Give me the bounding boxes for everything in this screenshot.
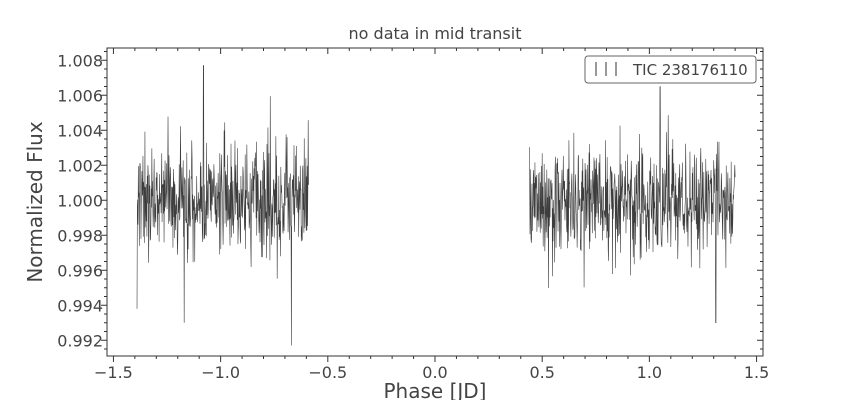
- x-tick-label: −1.0: [201, 363, 240, 382]
- series-layer: [136, 65, 736, 346]
- y-tick-label: 0.998: [57, 226, 103, 245]
- y-tick-label: 0.992: [57, 331, 103, 350]
- x-tick-label: 0.5: [529, 363, 554, 382]
- y-tick-label: 1.004: [57, 121, 103, 140]
- y-tick-label: 1.008: [57, 51, 103, 70]
- light-curve-segment: [529, 86, 736, 324]
- x-tick-label: −0.5: [308, 363, 347, 382]
- y-tick-label: 1.006: [57, 86, 103, 105]
- light-curve-segment: [136, 65, 309, 346]
- y-axis-title: Normalized Flux: [23, 121, 47, 283]
- x-tick-label: −1.5: [94, 363, 133, 382]
- x-axis: −1.5 −1.0 −0.5 0.0 0.5 1.0 1.5: [94, 48, 769, 382]
- x-axis-title: Phase [JD]: [384, 379, 487, 400]
- chart-title: no data in mid transit: [349, 24, 522, 43]
- x-tick-label: 1.5: [744, 363, 769, 382]
- y-tick-label: 1.000: [57, 191, 103, 210]
- x-tick-label: 1.0: [637, 363, 662, 382]
- x-tick-label: 0.0: [422, 363, 447, 382]
- legend-label: TIC 238176110: [632, 61, 748, 79]
- y-tick-label: 0.996: [57, 261, 103, 280]
- y-axis: 0.992 0.994 0.996 0.998 1.000 1.002 1.004 1.006…: [57, 51, 763, 350]
- y-tick-label: 1.002: [57, 156, 103, 175]
- legend-box: [584, 55, 757, 84]
- y-tick-label: 0.994: [57, 296, 103, 315]
- legend: TIC 238176110: [584, 55, 757, 84]
